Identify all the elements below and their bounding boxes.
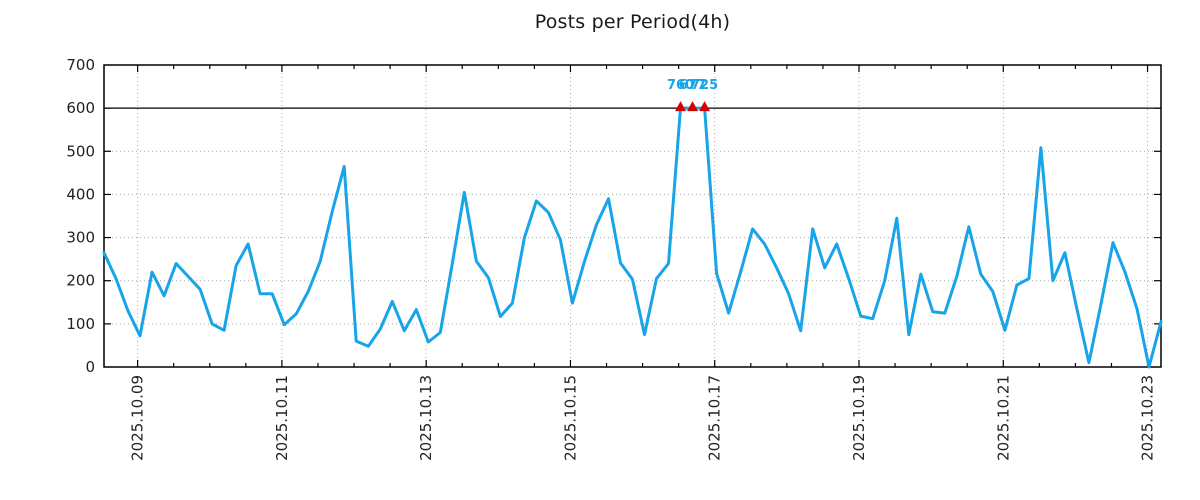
x-axis-tick-label: 2025.10.11 (273, 375, 291, 461)
x-axis-tick-label: 2025.10.13 (417, 375, 435, 461)
chart-title: Posts per Period(4h) (534, 11, 731, 33)
y-axis-tick-label: 200 (66, 272, 95, 290)
clipped-point-marker (687, 101, 699, 112)
plot-border (103, 64, 1162, 368)
y-axis-tick-label: 400 (66, 185, 95, 203)
x-axis-tick-label: 2025.10.17 (706, 375, 724, 461)
y-axis-tick-label: 600 (66, 99, 95, 117)
x-axis-tick-label: 2025.10.09 (129, 375, 147, 461)
x-axis-tick-label: 2025.10.23 (1139, 375, 1157, 461)
clipped-value-label: 760 (667, 78, 694, 93)
x-axis-tick-label: 2025.10.15 (561, 375, 579, 461)
x-axis-tick-label: 2025.10.19 (850, 375, 868, 461)
y-axis-tick-label: 500 (66, 142, 95, 160)
clipped-point-marker (699, 101, 711, 112)
x-axis-tick-label: 2025.10.21 (994, 375, 1012, 461)
y-axis-tick-label: 300 (66, 229, 95, 247)
clipped-point-marker (675, 101, 687, 112)
y-axis-tick-label: 0 (85, 358, 95, 376)
y-axis-tick-label: 700 (66, 56, 95, 74)
posts-series-line (102, 106, 1163, 369)
clipped-value-label: 725 (691, 78, 718, 93)
clipped-value-label: 677 (679, 78, 706, 93)
y-axis-tick-label: 100 (66, 315, 95, 333)
